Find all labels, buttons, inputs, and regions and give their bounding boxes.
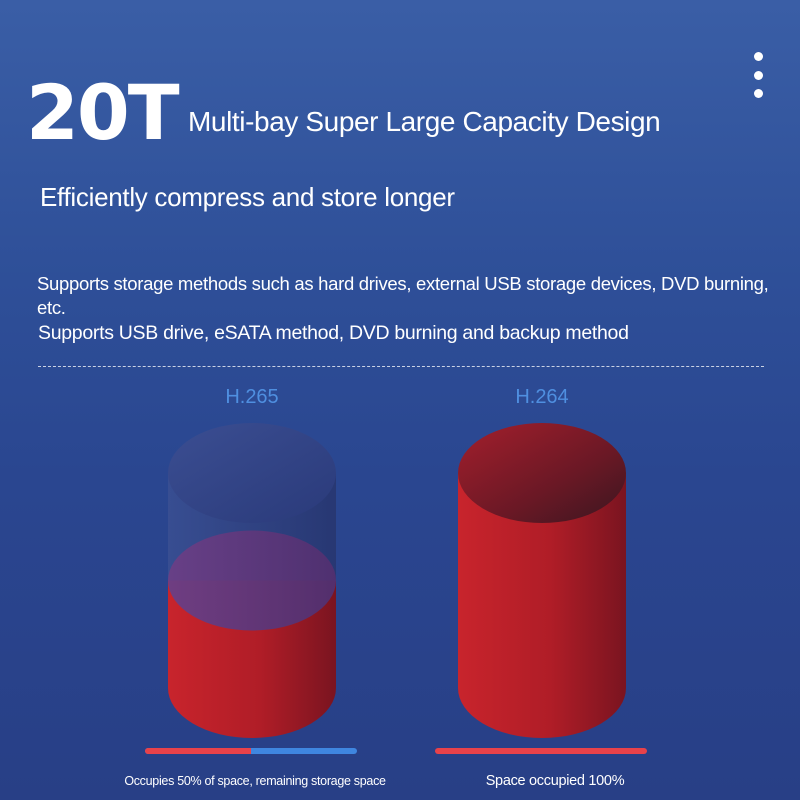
dashed-divider (38, 366, 764, 367)
more-vertical-icon[interactable] (748, 52, 768, 98)
h265-usage-bar (145, 748, 357, 754)
feature-line-storage-methods: Supports storage methods such as hard dr… (37, 273, 769, 318)
feature-line-backup-methods: Supports USB drive, eSATA method, DVD bu… (38, 322, 629, 344)
h264-occupied-space (458, 473, 626, 738)
page-title: Multi-bay Super Large Capacity Design (188, 106, 661, 137)
h264-label: H.264 (515, 386, 569, 408)
h264-fill-level (458, 423, 626, 523)
h265-cylinder (168, 423, 336, 738)
h264-cylinder (458, 423, 626, 738)
h264-caption: Space occupied 100% (485, 773, 625, 789)
tagline: Efficiently compress and store longer (40, 182, 455, 212)
h265-label: H.265 (225, 386, 279, 408)
h265-cylinder-top (168, 423, 336, 523)
capacity-heading: 20T (26, 68, 180, 157)
h265-usage-bar-fill (145, 748, 251, 754)
h264-usage-bar-fill (435, 748, 647, 754)
h265-fill-level (168, 530, 336, 631)
h264-usage-bar (435, 748, 647, 754)
h265-caption: Occupies 50% of space, remaining storage… (124, 774, 386, 788)
